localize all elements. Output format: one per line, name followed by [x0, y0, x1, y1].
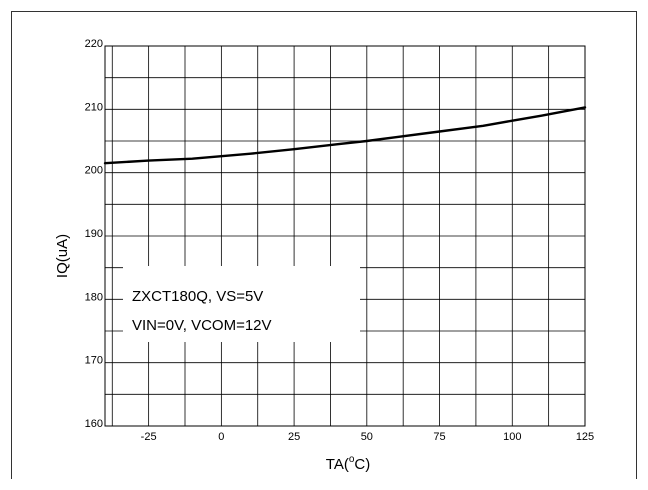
annotation-line-1: ZXCT180Q, VS=5V	[132, 288, 263, 305]
annotation-box: ZXCT180Q, VS=5V VIN=0V, VCOM=12V	[123, 266, 360, 342]
annotation-background	[123, 266, 360, 342]
x-axis-label-main: TA(	[326, 456, 349, 473]
y-tick-label: 160	[85, 418, 103, 430]
y-tick-label: 170	[85, 355, 103, 367]
y-tick-label: 200	[85, 165, 103, 177]
x-tick-label: 50	[361, 431, 373, 443]
x-axis-label-unit: C)	[354, 456, 370, 473]
y-tick-label: 210	[85, 101, 103, 113]
chart-svg: ZXCT180Q, VS=5V VIN=0V, VCOM=12V -25 0 25 5…	[54, 38, 595, 473]
y-tick-label: 180	[85, 291, 103, 303]
x-tick-label: 125	[576, 431, 594, 443]
plot-border	[104, 45, 586, 427]
y-tick-label: 190	[85, 228, 103, 240]
grid-lines	[105, 46, 585, 426]
x-tick-label: 0	[218, 431, 224, 443]
x-tick-label: 100	[503, 431, 521, 443]
tick-labels: -25 0 25 50 75 100 125 160 170 180 190 200 210 220	[85, 38, 595, 443]
series-line-0	[103, 106, 587, 165]
plot-area-border	[104, 45, 586, 427]
x-tick-label: -25	[141, 431, 157, 443]
chart-frame: ZXCT180Q, VS=5V VIN=0V, VCOM=12V -25 0 25 5…	[11, 11, 637, 479]
x-tick-label: 75	[433, 431, 445, 443]
x-axis-label: TA(oC)	[326, 454, 370, 473]
y-axis-label: IQ(uA)	[54, 234, 71, 278]
x-axis-label-superscript: o	[349, 454, 355, 465]
annotation-line-2: VIN=0V, VCOM=12V	[132, 317, 272, 334]
series-layer	[103, 106, 587, 165]
y-tick-label: 220	[85, 38, 103, 50]
x-tick-label: 25	[288, 431, 300, 443]
